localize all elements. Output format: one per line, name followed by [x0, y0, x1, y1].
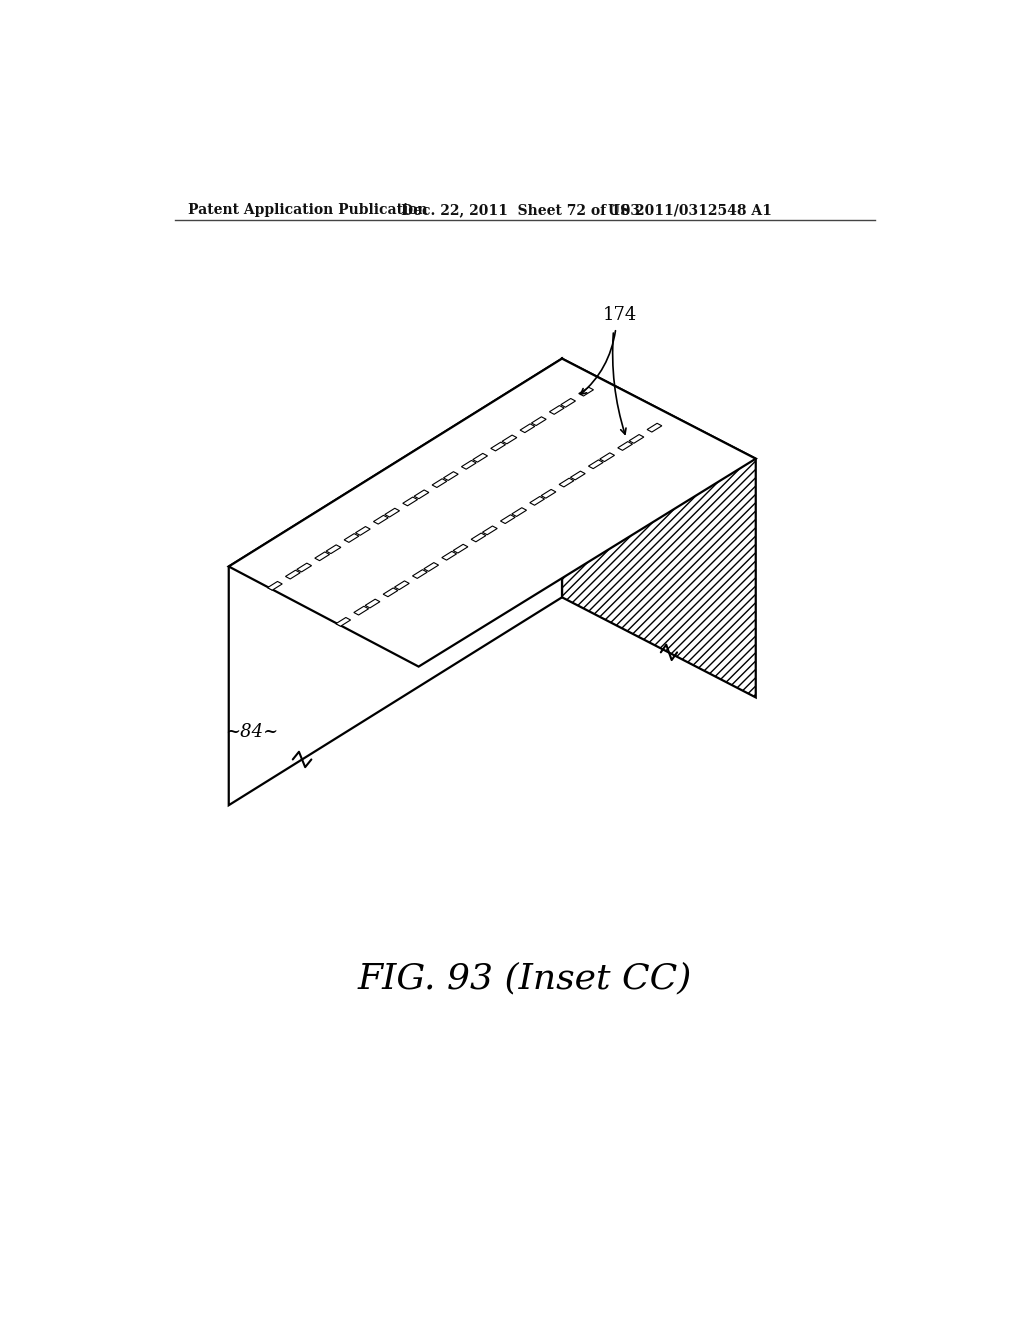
Polygon shape: [394, 581, 410, 590]
Polygon shape: [471, 533, 485, 541]
Polygon shape: [512, 508, 526, 516]
Polygon shape: [228, 359, 562, 805]
Polygon shape: [579, 387, 594, 396]
Polygon shape: [559, 478, 573, 487]
Polygon shape: [462, 461, 476, 469]
Polygon shape: [629, 434, 644, 444]
Polygon shape: [267, 581, 283, 590]
Polygon shape: [383, 587, 398, 597]
Polygon shape: [297, 564, 311, 572]
Polygon shape: [562, 359, 756, 697]
Polygon shape: [228, 359, 756, 667]
Polygon shape: [570, 471, 585, 480]
Polygon shape: [286, 570, 300, 579]
Polygon shape: [541, 490, 556, 498]
Polygon shape: [402, 498, 418, 506]
Polygon shape: [336, 618, 350, 626]
Polygon shape: [443, 471, 458, 480]
Polygon shape: [473, 453, 487, 462]
Text: FIG. 93 (Inset CC): FIG. 93 (Inset CC): [357, 961, 692, 995]
Text: 174: 174: [602, 306, 637, 325]
Text: Dec. 22, 2011  Sheet 72 of 103: Dec. 22, 2011 Sheet 72 of 103: [400, 203, 640, 216]
Polygon shape: [531, 417, 546, 425]
Polygon shape: [647, 424, 662, 432]
Polygon shape: [502, 436, 517, 444]
Polygon shape: [432, 479, 446, 487]
Polygon shape: [355, 527, 371, 536]
Polygon shape: [414, 490, 429, 499]
Polygon shape: [366, 599, 380, 609]
Polygon shape: [374, 515, 388, 524]
Text: ~84~: ~84~: [225, 723, 279, 741]
Polygon shape: [520, 424, 535, 433]
Polygon shape: [314, 552, 330, 561]
Polygon shape: [589, 459, 603, 469]
Polygon shape: [354, 606, 369, 615]
Polygon shape: [344, 533, 358, 543]
Polygon shape: [561, 399, 575, 408]
Polygon shape: [326, 545, 341, 553]
Polygon shape: [424, 562, 438, 572]
Polygon shape: [482, 525, 498, 535]
Polygon shape: [490, 442, 506, 451]
Polygon shape: [501, 515, 515, 524]
Text: US 2011/0312548 A1: US 2011/0312548 A1: [608, 203, 772, 216]
Polygon shape: [550, 405, 564, 414]
Polygon shape: [441, 552, 457, 560]
Polygon shape: [454, 544, 468, 553]
Polygon shape: [600, 453, 614, 462]
Polygon shape: [413, 570, 427, 578]
Polygon shape: [529, 496, 545, 506]
Polygon shape: [617, 442, 633, 450]
Polygon shape: [385, 508, 399, 517]
Text: Patent Application Publication: Patent Application Publication: [188, 203, 428, 216]
